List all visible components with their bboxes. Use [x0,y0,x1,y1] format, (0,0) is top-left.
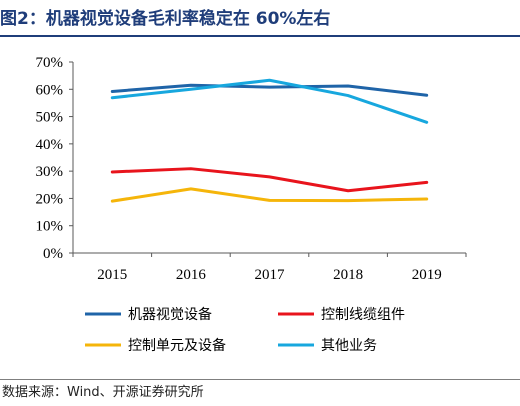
legend-label: 机器视觉设备 [128,306,212,323]
y-tick-label: 60% [36,82,64,98]
y-tick-label: 10% [36,219,64,235]
y-tick-label: 50% [36,110,64,126]
series-line-4 [110,78,429,124]
series-line-1 [110,83,429,97]
x-tick-label: 2018 [333,267,363,283]
y-tick-label: 30% [36,164,64,180]
chart-series-lines [110,78,429,203]
x-tick-label: 2019 [412,267,442,283]
series-line-3 [110,187,429,203]
chart-axes [69,61,467,257]
figure-title: 图2：机器视觉设备毛利率稳定在 60%左右 [0,9,331,29]
y-tick-label: 70% [36,55,64,71]
source-divider [0,379,520,380]
x-axis-tick-labels: 2015 2016 2017 2018 2019 [97,267,441,283]
y-tick-label: 20% [36,191,64,207]
source-note: 数据来源：Wind、开源证券研究所 [2,385,204,400]
y-tick-label: 0% [43,246,63,262]
x-tick-label: 2015 [97,267,127,283]
legend-label: 控制线缆组件 [321,307,405,323]
x-tick-label: 2016 [176,267,207,283]
y-axis-tick-labels: 0% 10% 20% 30% 40% 50% 60% 70% [36,55,64,262]
y-tick-label: 40% [36,137,64,153]
legend-label: 其他业务 [321,338,377,354]
x-tick-label: 2017 [255,267,286,283]
series-line-2 [110,167,429,193]
legend-label: 控制单元及设备 [128,337,226,354]
title-divider [0,35,520,37]
